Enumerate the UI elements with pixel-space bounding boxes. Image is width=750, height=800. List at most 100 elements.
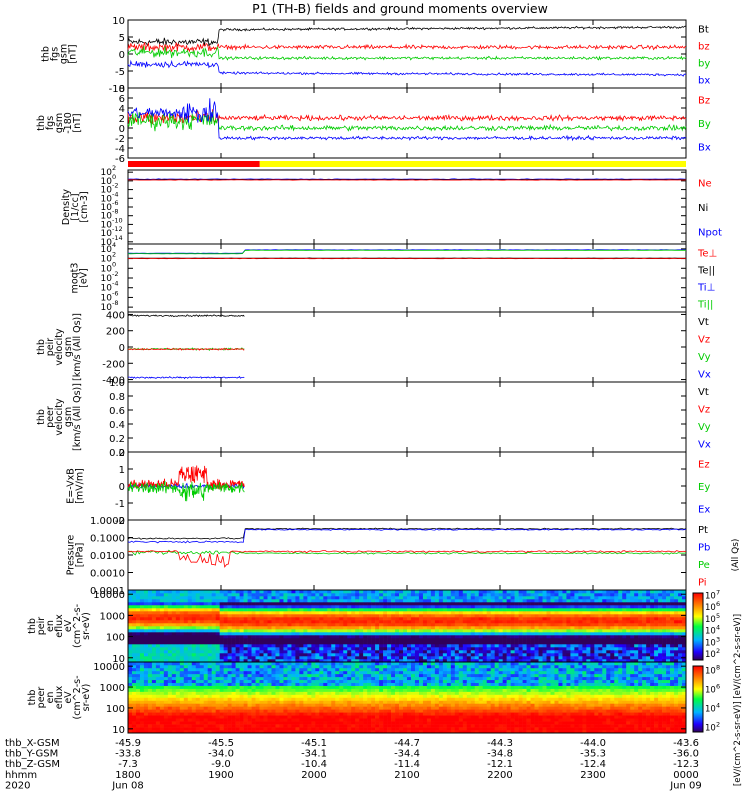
colorbar-tick-label: 10: [705, 638, 716, 648]
series-Vt: [127, 314, 245, 318]
pressure-right-label: (All Qs): [731, 539, 741, 572]
y-tick-label: 10: [101, 303, 113, 313]
y-axis-label: (cm^2-s-: [72, 604, 83, 648]
series-By: [127, 111, 687, 132]
y-axis-label: [cm-3]: [79, 191, 90, 222]
colorbar: [692, 592, 704, 661]
colorbar-tick-label: 10: [705, 591, 716, 601]
x-axis-row-label: hhmm: [5, 770, 37, 781]
legend-entry: Bx: [698, 142, 711, 153]
y-tick-label: 0: [119, 343, 125, 354]
x-axis-row-label: 2020: [5, 780, 30, 791]
series-Ey: [127, 481, 245, 502]
x-axis-value: -12.1: [487, 759, 513, 770]
series-Bt: [127, 25, 687, 47]
x-axis-value: 0000: [673, 770, 698, 781]
colorbar-tick-label: 10: [705, 667, 716, 677]
y-tick-label: -2: [112, 270, 118, 278]
colorbar-tick-label: 3: [716, 635, 720, 643]
y-tick-label: 0: [119, 124, 125, 135]
y-tick-label: 100: [106, 704, 125, 715]
y-axis-label: thb: [36, 339, 47, 355]
series-Pe: [127, 549, 687, 556]
series-Vx: [127, 375, 245, 380]
colorbar-tick-label: 10: [705, 704, 716, 714]
legend-entry: Vx: [698, 369, 711, 380]
legend-entry: bx: [698, 76, 710, 87]
y-tick-label: 8: [119, 84, 125, 95]
y-tick-label: 1.0000: [90, 516, 125, 527]
x-axis-labels: thb_X-GSM -45.9 -45.5 -45.1 -44.7 -44.3 -44.0-…: [5, 738, 702, 791]
y-tick-label: 1.0: [109, 378, 125, 389]
legend-entry: Te⊥: [697, 249, 717, 260]
y-tick-label: 10: [112, 16, 125, 27]
x-axis-value: -9.0: [211, 759, 231, 770]
legend-entry: Ni: [698, 203, 708, 214]
y-axis-label: [1/cc]: [70, 193, 81, 220]
y-axis-label: thb: [27, 618, 38, 634]
x-axis-value: -44.0: [580, 738, 606, 749]
legend-entry: Vx: [698, 439, 711, 450]
y-axis-label: gsm: [54, 113, 65, 133]
y-axis-label: en: [45, 692, 56, 704]
panel-frame: [127, 519, 687, 591]
y-tick-label: 4: [119, 104, 125, 115]
colorbar-tick-label: 7: [716, 588, 720, 596]
y-tick-label: 0.2: [109, 434, 125, 445]
y-axis-label: sr-eV): [81, 684, 92, 712]
y-tick-label: -10: [112, 216, 123, 224]
series-Bx: [127, 98, 687, 142]
legend-entry: Vt: [698, 317, 709, 328]
y-axis-label: fgs: [50, 47, 61, 61]
y-tick-label: 1000: [100, 611, 125, 622]
y-tick-label: 2: [112, 251, 116, 259]
y-tick-label: -12: [112, 225, 123, 233]
colorbar-label: [eV/(cm^2-s-sr-eV)] [eV/(cm^2-s-sr-eV)]: [733, 614, 743, 786]
x-axis-value: -34.8: [487, 749, 513, 760]
colorbar-tick-label: 10: [705, 603, 716, 613]
y-axis-label: [nPa]: [75, 543, 86, 568]
x-axis-value: -11.4: [394, 759, 420, 770]
y-axis-label: Pressure: [66, 535, 77, 576]
x-axis-value: 2000: [301, 770, 326, 781]
y-tick-label: 10: [101, 284, 113, 294]
y-tick-label: 0.0001: [90, 586, 125, 597]
x-axis-value: Jun 09: [669, 780, 702, 791]
series-Bz: [127, 109, 687, 125]
y-axis-label: [nT]: [72, 113, 83, 132]
y-tick-label: 10: [101, 203, 113, 213]
x-axis-value: -34.4: [394, 749, 420, 760]
y-tick-label: 10: [101, 264, 113, 274]
legend-entry: Vt: [698, 387, 709, 398]
legend-entry: Vy: [698, 352, 711, 363]
colorbar-tick-label: 8: [716, 664, 720, 672]
y-axis-label: en: [45, 620, 56, 632]
y-tick-label: 0: [112, 260, 116, 268]
legend-entry: Te||: [697, 266, 715, 277]
colorbar: [692, 665, 704, 733]
y-tick-label: 1: [119, 465, 125, 476]
colorbar-tick-label: 10: [705, 723, 716, 733]
colorbar-tick-label: 6: [716, 600, 720, 608]
colorbar-tick-label: 10: [705, 627, 716, 637]
y-tick-label: -4: [112, 190, 118, 198]
x-axis-row-label: thb_X-GSM: [5, 738, 60, 749]
y-axis-label: gsm: [63, 337, 74, 357]
y-axis-label: [eV]: [79, 268, 90, 288]
y-axis-label: thb: [41, 46, 52, 62]
colorbar-tick-label: 10: [705, 650, 716, 660]
panel-frame: [127, 451, 687, 521]
x-axis-value: -44.7: [394, 738, 420, 749]
y-axis-label: (cm^2-s-: [72, 676, 83, 720]
y-tick-label: 10: [101, 177, 113, 187]
y-tick-label: 1000: [100, 683, 125, 694]
panel-mode-bar: [128, 161, 686, 167]
y-axis-label: [km/s (All Qs)]: [72, 383, 83, 451]
legend-entry: By: [698, 119, 711, 130]
